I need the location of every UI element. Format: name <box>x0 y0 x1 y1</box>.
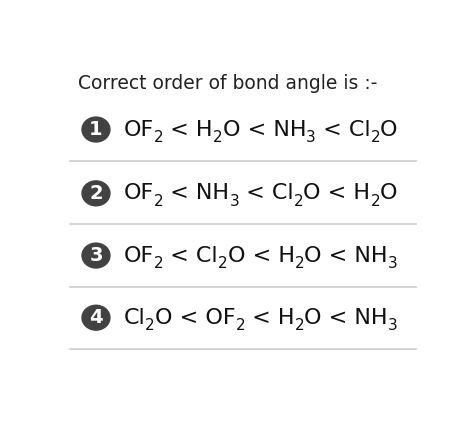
Text: 2: 2 <box>218 256 228 271</box>
Circle shape <box>82 117 110 142</box>
Text: 2: 2 <box>154 256 164 271</box>
Text: 3: 3 <box>388 256 398 271</box>
Text: 2: 2 <box>89 184 103 203</box>
Text: 3: 3 <box>229 194 239 209</box>
Text: 2: 2 <box>370 130 380 145</box>
Text: < Cl: < Cl <box>164 246 218 266</box>
Text: 2: 2 <box>154 130 164 145</box>
Text: < H: < H <box>164 119 213 139</box>
Text: O < NH: O < NH <box>304 246 388 266</box>
Text: OF: OF <box>124 119 154 139</box>
Text: < H: < H <box>245 308 295 328</box>
Text: Correct order of bond angle is :-: Correct order of bond angle is :- <box>78 74 377 93</box>
Text: 2: 2 <box>146 318 155 333</box>
Text: OF: OF <box>124 183 154 203</box>
Text: < NH: < NH <box>164 183 229 203</box>
Text: Cl: Cl <box>124 308 146 328</box>
Text: O < NH: O < NH <box>304 308 388 328</box>
Text: < Cl: < Cl <box>239 183 294 203</box>
Circle shape <box>82 181 110 206</box>
Text: 2: 2 <box>236 318 245 333</box>
Text: 4: 4 <box>89 308 103 327</box>
Text: O < H: O < H <box>303 183 370 203</box>
Text: 2: 2 <box>154 194 164 209</box>
Circle shape <box>82 243 110 268</box>
Text: 2: 2 <box>213 130 222 145</box>
Text: O < H: O < H <box>228 246 295 266</box>
Text: 2: 2 <box>370 194 380 209</box>
Circle shape <box>82 305 110 330</box>
Text: 2: 2 <box>295 318 304 333</box>
Text: O < NH: O < NH <box>222 119 306 139</box>
Text: 3: 3 <box>388 318 398 333</box>
Text: 3: 3 <box>306 130 316 145</box>
Text: 1: 1 <box>89 120 103 139</box>
Text: < Cl: < Cl <box>316 119 370 139</box>
Text: 2: 2 <box>295 256 304 271</box>
Text: O < OF: O < OF <box>155 308 236 328</box>
Text: 3: 3 <box>89 246 103 265</box>
Text: 2: 2 <box>294 194 303 209</box>
Text: O: O <box>380 119 398 139</box>
Text: O: O <box>380 183 398 203</box>
Text: OF: OF <box>124 246 154 266</box>
